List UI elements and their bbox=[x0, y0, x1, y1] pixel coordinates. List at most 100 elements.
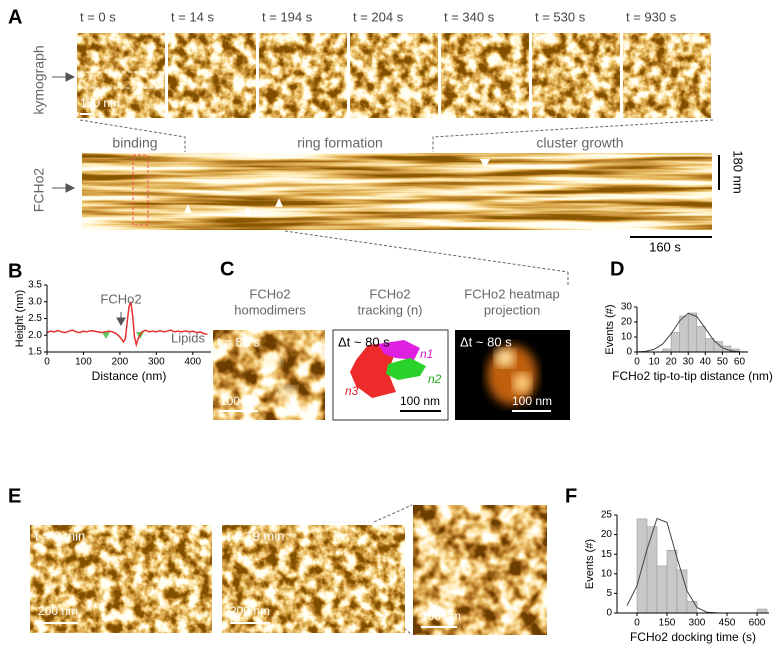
panel-label: A bbox=[8, 6, 22, 28]
y-tick-label: 0 bbox=[606, 608, 612, 619]
frame-time: t = 0 s bbox=[80, 9, 116, 24]
column-title: FCHo2 heatmap bbox=[464, 286, 559, 301]
arrows bbox=[52, 72, 126, 327]
y-tick-label: 2.5 bbox=[28, 313, 42, 324]
bar bbox=[679, 315, 689, 353]
afm-image bbox=[413, 505, 547, 635]
y-tick-label: 3.0 bbox=[28, 296, 42, 307]
scale-bar-label: 100 nm bbox=[400, 394, 440, 408]
scale-bar-label: 100 nm bbox=[220, 394, 260, 408]
image-layer bbox=[30, 71, 720, 636]
frame-time: t = 204 s bbox=[353, 9, 404, 24]
track-label: n3 bbox=[345, 384, 359, 398]
column-title: projection bbox=[484, 302, 540, 317]
scale-bar-label: 100 nm bbox=[421, 609, 461, 623]
phase-label: ring formation bbox=[297, 135, 383, 151]
time-label: t = 88 s bbox=[217, 334, 260, 349]
y-tick-label: 2.0 bbox=[28, 330, 42, 341]
y-tick-label: 20 bbox=[621, 317, 633, 328]
afm-frame bbox=[441, 33, 529, 118]
phase-label: binding bbox=[112, 135, 157, 151]
column-title: FCHo2 bbox=[369, 286, 410, 301]
x-tick-label: 50 bbox=[717, 357, 729, 368]
row-label: FCHo2 bbox=[31, 168, 47, 213]
scale-bar-label: 100 nm bbox=[512, 394, 552, 408]
heatmap-glow bbox=[513, 373, 531, 393]
time-label: Δt ~ 80 s bbox=[460, 334, 512, 349]
x-axis-label: Distance (nm) bbox=[92, 369, 167, 383]
frame-time: t = 930 s bbox=[626, 9, 677, 24]
column-title: tracking (n) bbox=[357, 302, 422, 317]
afm-frame bbox=[532, 33, 620, 118]
x-tick-label: 20 bbox=[666, 357, 678, 368]
scale-bars bbox=[630, 155, 720, 238]
panel-label: B bbox=[8, 260, 22, 282]
afm-frame bbox=[623, 33, 711, 118]
panel-label: D bbox=[610, 258, 624, 280]
phase-label: cluster growth bbox=[536, 135, 623, 151]
x-tick-label: 200 bbox=[112, 357, 129, 368]
y-tick-label: 10 bbox=[621, 332, 633, 343]
bar bbox=[705, 338, 715, 353]
column-title: FCHo2 bbox=[249, 286, 290, 301]
bar bbox=[656, 565, 668, 614]
row-label: kymograph bbox=[31, 45, 47, 114]
bar bbox=[670, 332, 680, 353]
afm-frame bbox=[77, 33, 165, 118]
x-tick-label: 0 bbox=[634, 357, 640, 368]
y-tick-label: 20 bbox=[601, 529, 613, 540]
panel-label: E bbox=[8, 485, 21, 507]
line bbox=[46, 301, 208, 348]
x-tick-label: 400 bbox=[184, 357, 201, 368]
scale-label: 180 nm bbox=[731, 150, 746, 193]
y-tick-label: 5 bbox=[606, 588, 612, 599]
y-tick-label: 30 bbox=[621, 302, 633, 313]
track bbox=[386, 358, 426, 380]
frame-time: t = 14 s bbox=[171, 9, 214, 24]
y-tick-label: 3.5 bbox=[28, 280, 42, 291]
x-tick-label: 60 bbox=[734, 357, 746, 368]
x-axis-label: FCHo2 docking time (s) bbox=[630, 630, 756, 644]
x-tick-label: 30 bbox=[683, 357, 695, 368]
afm-image bbox=[222, 525, 405, 633]
x-tick-label: 40 bbox=[700, 357, 712, 368]
arrowheads bbox=[184, 159, 490, 215]
y-axis-label: Events (#) bbox=[584, 539, 596, 589]
afm-image bbox=[30, 525, 212, 633]
blob bbox=[262, 354, 282, 366]
x-axis-label: FCHo2 tip-to-tip distance (nm) bbox=[612, 369, 773, 383]
bar bbox=[686, 600, 698, 614]
frame-time: t = 194 s bbox=[262, 9, 313, 24]
frame-time: t = 340 s bbox=[444, 9, 495, 24]
scan-line-box bbox=[79, 71, 164, 89]
x-tick-label: 600 bbox=[749, 618, 766, 629]
x-tick-label: 300 bbox=[148, 357, 165, 368]
bar bbox=[646, 526, 658, 614]
track-label: n2 bbox=[428, 372, 442, 386]
scale-bar-label: 200 nm bbox=[38, 604, 78, 618]
x-tick-label: 300 bbox=[689, 618, 706, 629]
x-tick-label: 450 bbox=[719, 618, 736, 629]
y-axis-label: Events (#) bbox=[604, 304, 616, 354]
panel-label: F bbox=[565, 485, 577, 507]
connector-lines bbox=[79, 119, 714, 636]
x-tick-label: 100 bbox=[75, 357, 92, 368]
fit-curve bbox=[636, 312, 749, 353]
afm-frame bbox=[259, 33, 347, 118]
x-tick-label: 150 bbox=[659, 618, 676, 629]
time-label: t = 0 min bbox=[35, 528, 85, 543]
bar bbox=[756, 608, 768, 614]
x-tick-label: 0 bbox=[634, 618, 640, 629]
column-title: homodimers bbox=[234, 302, 306, 317]
y-tick-label: 10 bbox=[601, 568, 613, 579]
y-tick-label: 1.5 bbox=[28, 347, 42, 358]
bar bbox=[666, 549, 678, 614]
afm-frame bbox=[350, 33, 438, 118]
track bbox=[378, 340, 420, 360]
scale-label: 160 s bbox=[649, 239, 681, 254]
bar bbox=[676, 569, 688, 614]
frame-time: t = 530 s bbox=[535, 9, 586, 24]
x-tick-label: 10 bbox=[649, 357, 661, 368]
track-label: n1 bbox=[420, 347, 433, 361]
afm-image bbox=[213, 330, 325, 420]
